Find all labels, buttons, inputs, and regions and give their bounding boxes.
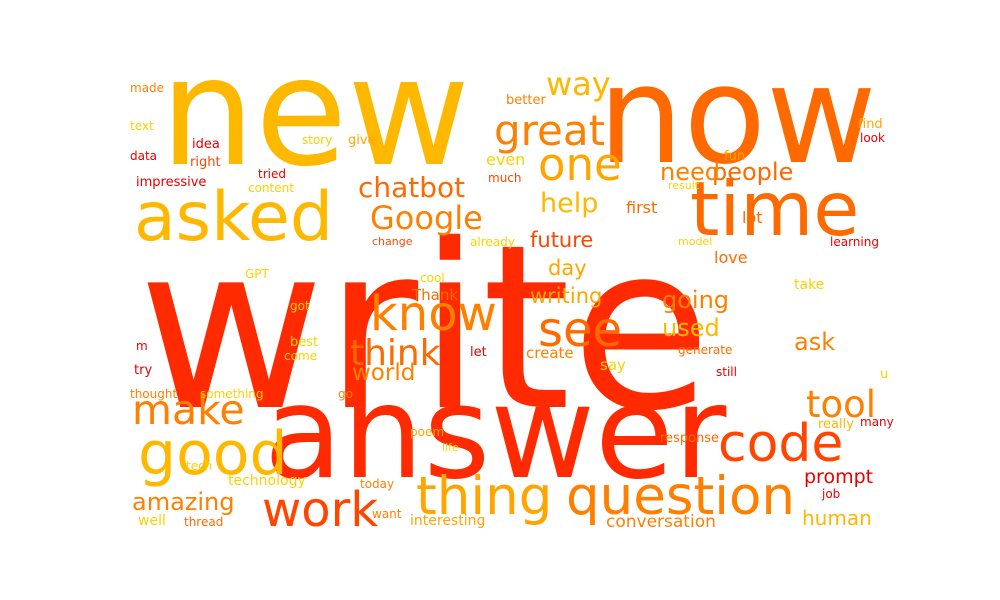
word-got: got — [290, 299, 310, 313]
word-story: story — [302, 133, 333, 147]
word-many: many — [860, 415, 894, 429]
word-way: way — [546, 65, 611, 103]
word-give: give — [348, 133, 376, 148]
word-think: think — [350, 333, 441, 374]
word-thank: Thank — [412, 286, 459, 304]
word-amazing: amazing — [132, 488, 235, 516]
word-u: u — [880, 367, 889, 382]
word-writing: writing — [530, 284, 603, 308]
word-asked: asked — [134, 178, 334, 257]
word-interesting: interesting — [410, 513, 486, 529]
word-content: content — [248, 181, 294, 195]
word-look: look — [860, 131, 885, 145]
word-say: say — [600, 356, 626, 374]
word-now: now — [598, 37, 877, 194]
word-data: data — [130, 149, 158, 163]
word-change: change — [372, 235, 413, 248]
word-going: going — [662, 286, 730, 314]
word-fun: fun — [724, 149, 746, 164]
word-much: much — [488, 171, 522, 185]
word-future: future — [530, 228, 594, 252]
word-come: come — [284, 349, 318, 363]
word-thing: thing — [416, 466, 553, 527]
word-world: world — [352, 360, 416, 386]
word-great: great — [494, 106, 606, 155]
word-better: better — [506, 93, 546, 108]
word-idea: idea — [192, 137, 220, 152]
word-time: time — [690, 165, 860, 253]
word-life: life — [442, 441, 459, 454]
word-cool: cool — [420, 271, 445, 285]
word-new: new — [160, 26, 471, 200]
word-know: know — [370, 286, 497, 342]
word-code: code — [718, 414, 844, 474]
word-still: still — [716, 365, 737, 379]
word-used: used — [662, 314, 720, 342]
word-want: want — [372, 507, 402, 521]
word-already: already — [470, 235, 515, 249]
word-see: see — [538, 302, 623, 358]
word-best: best — [290, 335, 319, 350]
word-people: people — [712, 158, 794, 186]
word-chatbot: chatbot — [358, 171, 466, 204]
word-thread: thread — [184, 515, 224, 529]
word-today: today — [360, 477, 395, 491]
word-lot: lot — [742, 208, 763, 227]
word-find: find — [858, 117, 883, 132]
word-really: really — [818, 417, 854, 432]
word-well: well — [138, 513, 166, 529]
word-poem: poem — [410, 425, 445, 439]
word-right: right — [190, 155, 221, 170]
word-one: one — [538, 138, 622, 191]
word-something: something — [200, 387, 264, 401]
word-question: question — [566, 466, 795, 527]
word-need: need — [660, 158, 720, 186]
word-model: model — [678, 235, 713, 248]
word-love: love — [714, 248, 748, 267]
word-tool: tool — [806, 383, 877, 426]
word-first: first — [626, 198, 658, 217]
word-make: make — [132, 386, 245, 434]
word-conversation: conversation — [606, 512, 716, 532]
word-create: create — [526, 344, 574, 362]
word-even: even — [486, 150, 526, 169]
word-job: job — [822, 487, 841, 501]
word-learning: learning — [830, 235, 879, 249]
word-result: result — [668, 179, 700, 192]
word-human: human — [802, 506, 872, 530]
word-tech: tech — [186, 459, 213, 473]
word-write: write — [138, 195, 712, 461]
word-good: good — [138, 419, 288, 489]
word-ask: ask — [794, 328, 836, 356]
word-gpt: GPT — [245, 267, 269, 281]
word-prompt: prompt — [804, 466, 874, 488]
word-tried: tried — [258, 167, 286, 181]
word-go: go — [338, 387, 353, 401]
word-day: day — [548, 256, 587, 280]
word-made: made — [130, 81, 165, 95]
word-help: help — [540, 188, 599, 219]
word-response: response — [660, 431, 720, 446]
word-try: try — [134, 363, 153, 378]
word-answer: answer — [264, 359, 727, 508]
word-text: text — [130, 119, 154, 133]
word-work: work — [262, 482, 379, 538]
word-impressive: impressive — [136, 175, 207, 190]
word-thought: thought — [130, 387, 178, 401]
word-google: Google — [370, 199, 483, 237]
word-take: take — [794, 277, 825, 293]
word-let: let — [470, 345, 487, 360]
word-generate: generate — [678, 343, 733, 357]
word-technology: technology — [228, 473, 306, 489]
word-m: m — [136, 339, 148, 353]
